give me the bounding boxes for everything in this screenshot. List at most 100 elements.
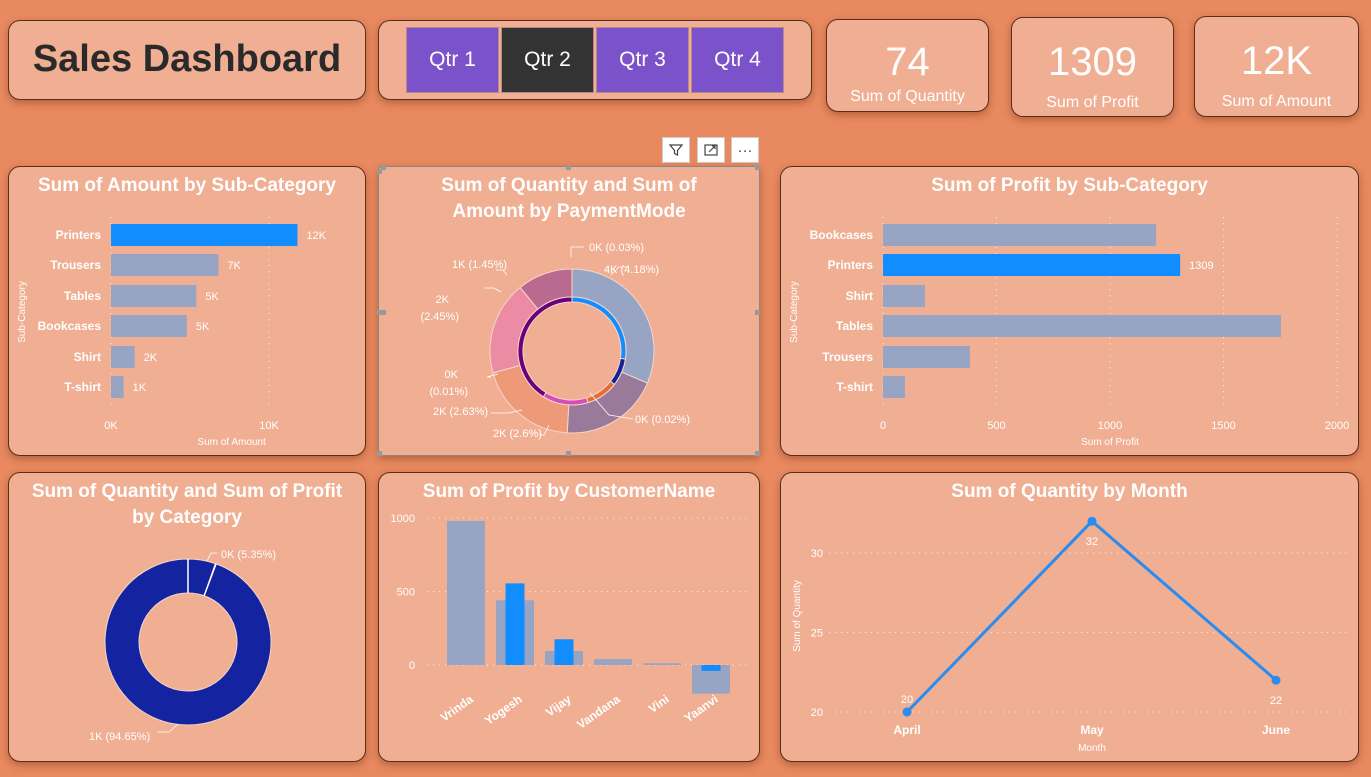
y-tick-label: 20 bbox=[811, 707, 823, 719]
bar bbox=[111, 346, 135, 368]
category-label: April bbox=[893, 723, 920, 737]
quantity-by-month-card[interactable]: Sum of Quantity by Month 20 25 30 20 April 32… bbox=[780, 472, 1359, 762]
more-options-icon[interactable]: ··· bbox=[731, 137, 759, 163]
leader-line bbox=[157, 724, 178, 733]
quarter-label: Qtr 2 bbox=[524, 48, 571, 71]
kpi-value: 74 bbox=[885, 40, 930, 84]
y-axis-title: Sub-Category bbox=[17, 281, 28, 343]
filter-icon[interactable] bbox=[662, 137, 690, 163]
resize-handle bbox=[566, 451, 571, 456]
amount-by-subcategory-card[interactable]: Sum of Amount by Sub-Category 0K 10K Print… bbox=[8, 166, 366, 456]
x-tick-label: 0K bbox=[104, 420, 118, 432]
quarter-button-4[interactable]: Qtr 4 bbox=[691, 27, 784, 93]
x-tick-label: 10K bbox=[259, 420, 279, 432]
category-label: Tables bbox=[64, 289, 101, 303]
focus-mode-icon[interactable] bbox=[697, 137, 725, 163]
x-tick-label: 500 bbox=[987, 420, 1005, 432]
quarter-button-1[interactable]: Qtr 1 bbox=[406, 27, 499, 93]
data-label: 5K bbox=[196, 321, 210, 333]
bar bbox=[111, 224, 298, 246]
data-point bbox=[1271, 675, 1281, 685]
resize-handle bbox=[377, 169, 382, 174]
series-line bbox=[905, 519, 1277, 714]
chart-title: Sum of Amount by Sub-Category bbox=[37, 175, 337, 196]
data-label: (2.45%) bbox=[420, 311, 459, 323]
quarter-button-2[interactable]: Qtr 2 bbox=[501, 27, 594, 93]
x-tick-label: 0 bbox=[880, 420, 886, 432]
category-card[interactable]: Sum of Quantity and Sum of Profit by Cat… bbox=[8, 472, 366, 762]
more-options-glyph: ··· bbox=[737, 141, 753, 159]
y-tick-label: 1000 bbox=[391, 513, 415, 525]
data-label: 2K (2.6%) bbox=[493, 428, 542, 440]
bar bbox=[643, 663, 681, 665]
chart-title: Sum of Quantity and Sum of Amount by Pay… bbox=[441, 175, 697, 222]
x-axis-title: Month bbox=[1078, 743, 1106, 754]
kpi-value: 1309 bbox=[1048, 40, 1137, 84]
y-tick-label: 25 bbox=[811, 628, 823, 640]
category-label: Trousers bbox=[50, 258, 101, 272]
kpi-card-profit: 1309 Sum of Profit bbox=[1011, 17, 1174, 117]
data-label: 2K (2.63%) bbox=[433, 406, 488, 418]
bar bbox=[883, 376, 906, 398]
quantity-by-month-chart: 20 25 30 20 April 32 May 22 June Month Sum of Quan… bbox=[792, 516, 1351, 754]
category-label: Trousers bbox=[822, 350, 873, 364]
category-label: Yaanvi bbox=[682, 692, 721, 725]
leader-line bbox=[539, 424, 550, 436]
leader-line bbox=[589, 392, 634, 420]
data-label: 0K (0.03%) bbox=[589, 242, 644, 254]
category-label: June bbox=[1262, 723, 1290, 737]
category-label: Shirt bbox=[74, 350, 101, 364]
page-title: Sales Dashboard bbox=[32, 38, 342, 80]
y-axis-title: Sum of Quantity bbox=[792, 580, 803, 652]
data-label: 0K (5.35%) bbox=[221, 549, 276, 561]
bar bbox=[447, 520, 485, 665]
quantity-slice bbox=[517, 296, 573, 398]
data-label: 5K bbox=[205, 291, 219, 303]
bar bbox=[883, 254, 1181, 276]
leader-line bbox=[610, 266, 627, 276]
category-label: Printers bbox=[56, 228, 102, 242]
kpi-label: Sum of Profit bbox=[1046, 94, 1139, 111]
bar bbox=[554, 639, 574, 665]
payment-mode-card[interactable]: Sum of Quantity and Sum of Amount by Pay… bbox=[377, 165, 760, 456]
data-label: 1K (1.45%) bbox=[452, 259, 507, 271]
bar bbox=[883, 315, 1281, 337]
leader-line bbox=[570, 246, 584, 257]
data-label: 12K bbox=[306, 230, 326, 242]
leader-line bbox=[486, 373, 499, 378]
leader-line bbox=[206, 552, 217, 562]
amount-slice bbox=[571, 268, 655, 384]
bar bbox=[111, 315, 187, 337]
kpi-label: Sum of Amount bbox=[1221, 93, 1332, 110]
data-point bbox=[1087, 516, 1097, 526]
amount-by-subcategory-chart: 0K 10K Printers 12K Trousers 7K Tables 5K Bookca… bbox=[17, 217, 327, 448]
data-label: 20 bbox=[901, 694, 913, 706]
bar bbox=[111, 254, 219, 276]
category-label: Vandana bbox=[574, 692, 623, 732]
payment-mode-chart: 4K (4.18%) 2K (2.6%) 2K (2.63%) 2K (2.45%) 1K… bbox=[377, 165, 760, 456]
data-label: 22 bbox=[1270, 695, 1282, 707]
x-tick-label: 1000 bbox=[1098, 420, 1122, 432]
chart-title: Sum of Profit by CustomerName bbox=[422, 481, 716, 502]
y-tick-label: 30 bbox=[811, 548, 823, 560]
data-label: 0K bbox=[445, 369, 459, 381]
quarter-button-3[interactable]: Qtr 3 bbox=[596, 27, 689, 93]
category-slice bbox=[104, 558, 272, 726]
profit-by-subcategory-card[interactable]: Sum of Profit by Sub-Category 0 500 1000 15… bbox=[780, 166, 1359, 456]
resize-handle bbox=[381, 165, 386, 170]
category-label: Vini bbox=[646, 692, 672, 716]
kpi-card-amount: 12K Sum of Amount bbox=[1194, 16, 1359, 117]
quarter-label: Qtr 4 bbox=[714, 48, 761, 71]
category-label: May bbox=[1080, 723, 1104, 737]
chart-title: Sum of Quantity and Sum of Profit by Cat… bbox=[31, 481, 343, 528]
data-label: (0.01%) bbox=[429, 386, 468, 398]
chart-title: Sum of Quantity by Month bbox=[951, 481, 1188, 502]
chart-title: Sum of Profit by Sub-Category bbox=[931, 175, 1208, 196]
profit-by-customer-card[interactable]: Sum of Profit by CustomerName 0 500 1000 Vr… bbox=[378, 472, 760, 762]
data-label: 2K bbox=[436, 294, 450, 306]
category-label: Vrinda bbox=[438, 692, 476, 725]
data-label: 7K bbox=[227, 260, 241, 272]
leader-line bbox=[496, 269, 508, 276]
data-label: 0K (0.02%) bbox=[635, 414, 690, 426]
bar bbox=[883, 346, 970, 368]
